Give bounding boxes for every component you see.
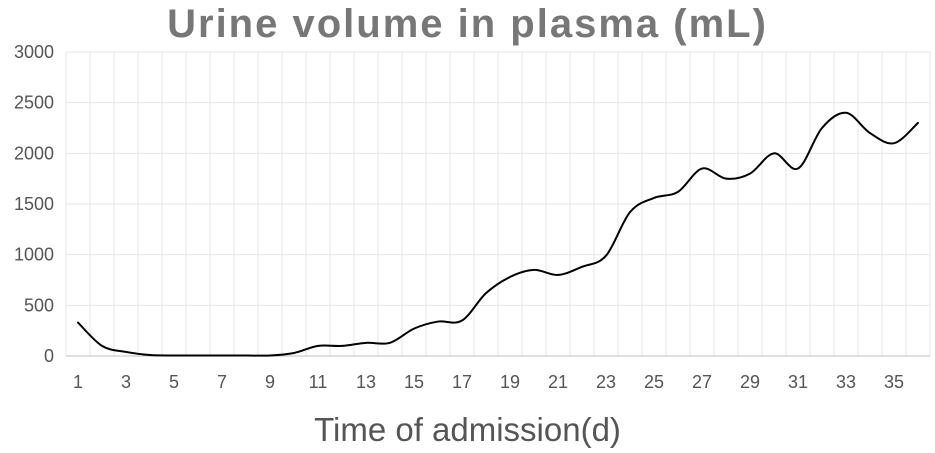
x-tick-labels: 1 3 5 7 9 11 13 15 17 19 21 23 25 27 29 31 33 35 (73, 372, 904, 392)
x-tick-label: 27 (692, 372, 712, 392)
series-group (77, 111, 919, 357)
x-tick-label: 1 (73, 372, 83, 392)
x-tick-label: 7 (217, 372, 227, 392)
x-tick-label: 9 (265, 372, 275, 392)
y-tick-label: 2500 (14, 93, 54, 113)
y-tick-label: 500 (24, 295, 54, 315)
series-line (77, 111, 919, 357)
x-tick-label: 23 (596, 372, 616, 392)
y-tick-label: 2000 (14, 143, 54, 163)
x-tick-label: 5 (169, 372, 179, 392)
x-tick-label: 33 (836, 372, 856, 392)
x-tick-label: 15 (404, 372, 424, 392)
x-axis-label: Time of admission(d) (314, 411, 621, 448)
grid-lines (65, 51, 931, 357)
x-tick-label: 29 (740, 372, 760, 392)
x-tick-label: 11 (309, 372, 328, 392)
y-tick-label: 1500 (14, 194, 54, 214)
x-tick-label: 31 (788, 372, 808, 392)
y-tick-label: 0 (44, 346, 54, 366)
chart-title: Urine volume in plasma (mL) (167, 2, 768, 46)
x-tick-label: 17 (452, 372, 472, 392)
y-tick-labels: 0 500 1000 1500 2000 2500 3000 (14, 42, 54, 366)
x-tick-label: 21 (548, 372, 568, 392)
x-tick-label: 35 (884, 372, 904, 392)
x-tick-label: 19 (500, 372, 520, 392)
x-tick-label: 3 (121, 372, 131, 392)
y-tick-label: 3000 (14, 42, 54, 62)
y-tick-label: 1000 (14, 245, 54, 265)
x-tick-label: 13 (356, 372, 376, 392)
x-tick-label: 25 (644, 372, 664, 392)
